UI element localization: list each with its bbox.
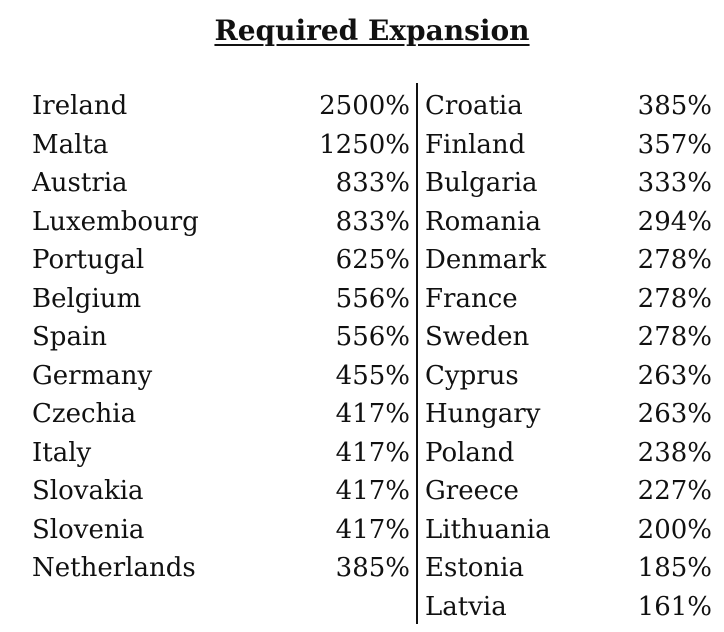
table-row: Italy 417% (32, 434, 410, 473)
expansion-value: 278% (637, 322, 712, 352)
expansion-value: 417% (335, 514, 410, 545)
table-row: Romania 294% (425, 203, 712, 242)
table-row: Slovenia 417% (32, 511, 410, 550)
expansion-value: 278% (637, 245, 712, 275)
table-row: Estonia 185% (425, 549, 712, 588)
column-divider (416, 83, 418, 624)
country-name: Spain (32, 322, 108, 352)
table-row: Slovakia 417% (32, 472, 410, 511)
country-name: Italy (32, 437, 92, 468)
expansion-value: 263% (637, 360, 712, 391)
expansion-value: 417% (335, 476, 410, 506)
expansion-value: 238% (637, 437, 712, 468)
country-name: Portugal (32, 245, 145, 275)
country-name: Poland (425, 437, 515, 468)
expansion-value: 357% (637, 129, 712, 160)
expansion-value: 385% (335, 553, 410, 583)
table-row: Luxembourg 833% (32, 203, 410, 242)
table-row: Portugal 625% (32, 241, 410, 280)
country-name: Netherlands (32, 553, 196, 583)
country-name: Slovenia (32, 514, 145, 545)
expansion-value: 556% (335, 283, 410, 314)
table-row: Denmark 278% (425, 241, 712, 280)
table-row: Croatia 385% (425, 87, 712, 126)
table-row: Greece 227% (425, 472, 712, 511)
country-name: Belgium (32, 283, 142, 314)
right-column: Croatia 385% Finland 357% Bulgaria 333% Romani… (425, 87, 712, 626)
table-row: Cyprus 263% (425, 357, 712, 396)
country-name: Austria (32, 168, 128, 198)
country-name: Hungary (425, 399, 541, 429)
country-name: Malta (32, 129, 109, 160)
expansion-value: 385% (637, 91, 712, 121)
country-name: Slovakia (32, 476, 144, 506)
expansion-value: 161% (637, 591, 712, 622)
expansion-value: 227% (637, 476, 712, 506)
country-name: Czechia (32, 399, 137, 429)
table-row: Bulgaria 333% (425, 164, 712, 203)
table-row: Belgium 556% (32, 280, 410, 319)
expansion-value: 1250% (319, 129, 410, 160)
expansion-value: 200% (637, 514, 712, 545)
expansion-value: 455% (335, 360, 410, 391)
country-name: Lithuania (425, 514, 551, 545)
left-column: Ireland 2500% Malta 1250% Austria 833% Luxembo… (32, 87, 410, 588)
expansion-value: 263% (637, 399, 712, 429)
country-name: Germany (32, 360, 153, 391)
table-row: Austria 833% (32, 164, 410, 203)
expansion-value: 417% (335, 437, 410, 468)
expansion-value: 185% (637, 553, 712, 583)
expansion-value: 417% (335, 399, 410, 429)
country-name: Cyprus (425, 360, 519, 391)
country-name: Greece (425, 476, 519, 506)
table-row: France 278% (425, 280, 712, 319)
country-name: Sweden (425, 322, 530, 352)
country-name: Denmark (425, 245, 547, 275)
table-row: Spain 556% (32, 318, 410, 357)
country-name: Ireland (32, 91, 128, 121)
country-name: Estonia (425, 553, 524, 583)
country-name: Latvia (425, 591, 507, 622)
expansion-value: 556% (335, 322, 410, 352)
table-row: Ireland 2500% (32, 87, 410, 126)
table-row: Germany 455% (32, 357, 410, 396)
expansion-value: 833% (335, 206, 410, 237)
table-row: Finland 357% (425, 126, 712, 165)
table-row: Sweden 278% (425, 318, 712, 357)
country-name: Finland (425, 129, 526, 160)
table-row: Netherlands 385% (32, 549, 410, 588)
country-name: Luxembourg (32, 206, 199, 237)
table-row: Hungary 263% (425, 395, 712, 434)
expansion-value: 294% (637, 206, 712, 237)
expansion-value: 625% (335, 245, 410, 275)
expansion-value: 833% (335, 168, 410, 198)
country-name: Croatia (425, 91, 523, 121)
table-row: Poland 238% (425, 434, 712, 473)
expansion-value: 2500% (319, 91, 410, 121)
country-name: Romania (425, 206, 541, 237)
table-row: Czechia 417% (32, 395, 410, 434)
table-row: Malta 1250% (32, 126, 410, 165)
page-title: Required Expansion (214, 14, 530, 47)
country-name: France (425, 283, 518, 314)
table-row: Lithuania 200% (425, 511, 712, 550)
expansion-value: 278% (637, 283, 712, 314)
expansion-value: 333% (637, 168, 712, 198)
country-name: Bulgaria (425, 168, 538, 198)
table-row: Latvia 161% (425, 588, 712, 627)
